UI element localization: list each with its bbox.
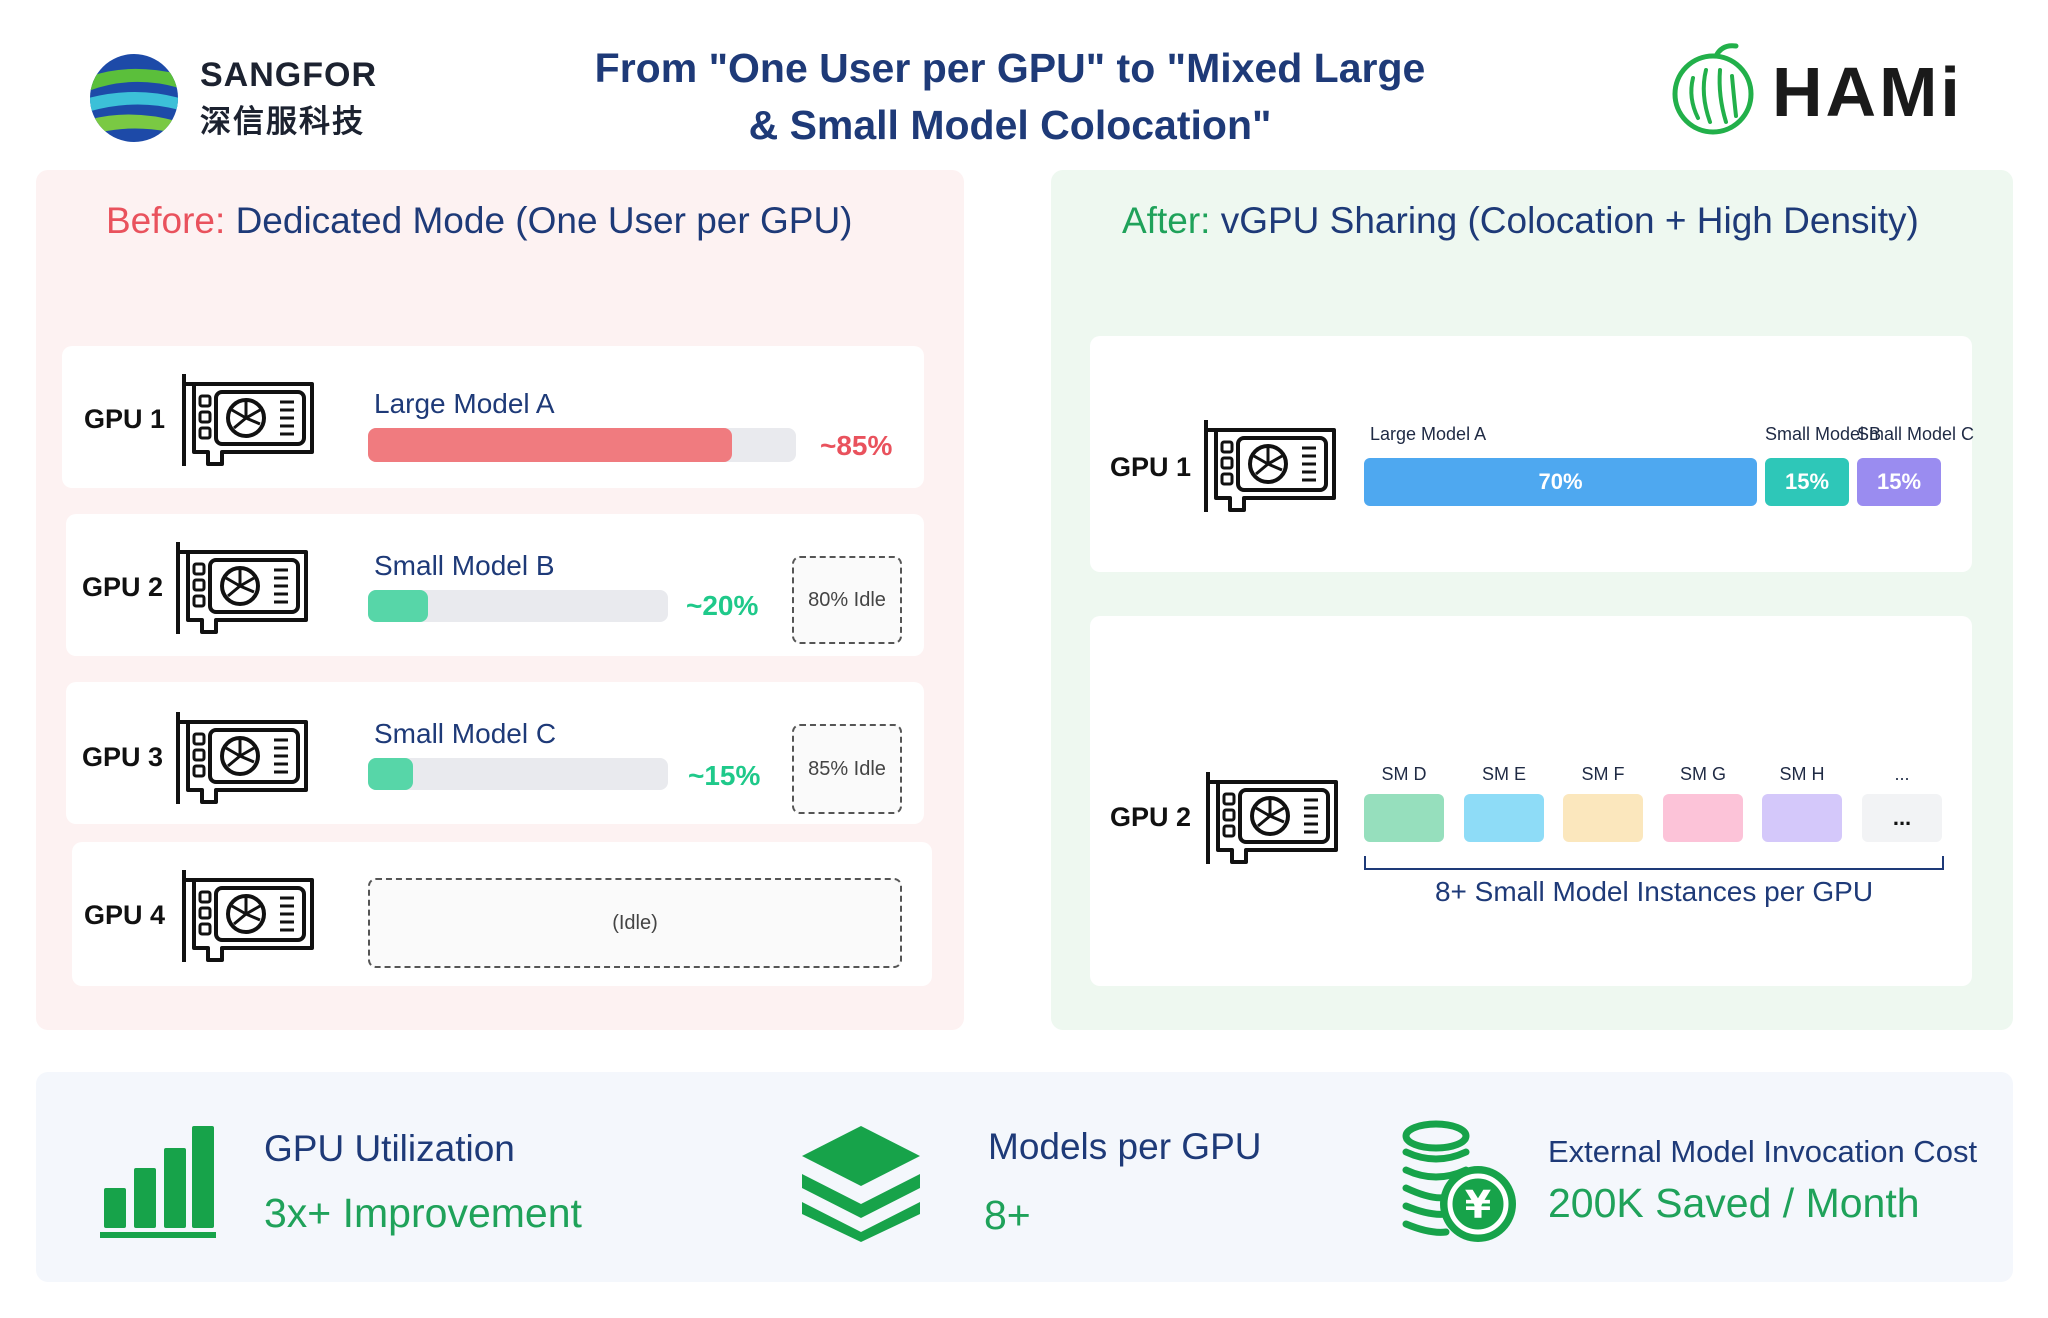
stats-bar — [36, 1072, 2013, 1282]
after-heading: After: vGPU Sharing (Colocation + High D… — [1122, 200, 1919, 242]
instance-label: SM H — [1779, 764, 1825, 784]
instance-label: SM G — [1679, 764, 1726, 784]
instance-block: ... — [1862, 794, 1942, 842]
idle-indicator-3: 85% Idle — [792, 724, 902, 814]
sangfor-logo — [86, 50, 182, 146]
gpu-card-icon — [1200, 416, 1340, 521]
instances-bracket — [1364, 856, 1944, 870]
instance-label: SM D — [1381, 764, 1427, 784]
gpu-card-icon — [172, 538, 312, 643]
gpu-card-icon — [172, 708, 312, 813]
hami-melon-icon — [1672, 43, 1754, 135]
utilization-fill-3 — [368, 758, 413, 790]
coins-yen-icon: ¥ — [1400, 1120, 1526, 1251]
before-heading-text: Dedicated Mode (One User per GPU) — [225, 200, 853, 241]
sangfor-globe-icon — [90, 54, 178, 142]
gpu-label: GPU 1 — [1110, 452, 1192, 482]
title-line-2: & Small Model Colocation" — [748, 102, 1272, 148]
gpu-card-svg — [176, 542, 308, 634]
utilization-pct-1: ~85% — [820, 430, 893, 461]
instance-block — [1762, 794, 1842, 842]
title-line-1: From "One User per GPU" to "Mixed Large — [594, 45, 1426, 91]
stat-value: 3x+ Improvement — [264, 1190, 582, 1236]
stat-title: External Model Invocation Cost — [1548, 1134, 1978, 1169]
before-heading: Before: Dedicated Mode (One User per GPU… — [106, 200, 853, 242]
after-heading-text: vGPU Sharing (Colocation + High Density) — [1210, 200, 1919, 241]
utilization-pct-3: ~15% — [688, 760, 761, 791]
gpu-card-svg — [176, 712, 308, 804]
before-gpu-card-1 — [62, 346, 924, 488]
instance-label: SM E — [1481, 764, 1526, 784]
instances-caption: 8+ Small Model Instances per GPU — [1434, 876, 1874, 907]
segment-label: Small Model B — [1765, 424, 1882, 444]
instance-label: SM F — [1581, 764, 1625, 784]
utilization-pct-2: ~20% — [686, 590, 759, 621]
idle-indicator-4: (Idle) — [368, 878, 902, 968]
instance-block — [1563, 794, 1643, 842]
gpu-label: GPU 2 — [82, 572, 164, 602]
instance-block — [1464, 794, 1544, 842]
brand-name-cn: 深信服科技 — [200, 104, 365, 139]
gpu-card-svg — [182, 870, 314, 962]
gpu-card-svg — [182, 374, 314, 466]
brand-name-en: SANGFOR — [200, 56, 377, 94]
gpu-label: GPU 4 — [84, 900, 166, 930]
gpu-card-icon — [178, 866, 318, 971]
idle-indicator-2: 80% Idle — [792, 556, 902, 644]
gpu-card-svg — [1204, 420, 1336, 512]
utilization-bar-1 — [368, 428, 796, 462]
segment-label: Large Model A — [1370, 424, 1487, 444]
vgpu-segments: Large Model A 70% Small Model B 15% Small Mo… — [1364, 424, 1974, 508]
stat-title: Models per GPU — [988, 1126, 1262, 1167]
segment-label: Small Model C — [1857, 424, 1975, 444]
small-model-instances: SM D SM E SM F SM G SM H...... — [1364, 764, 1944, 844]
segment-bar: 70% — [1364, 458, 1757, 506]
gpu-label: GPU 3 — [82, 742, 164, 772]
segment-bar: 15% — [1765, 458, 1849, 506]
instance-block — [1364, 794, 1444, 842]
svg-text:¥: ¥ — [1465, 1183, 1491, 1227]
gpu-card-icon — [1202, 768, 1342, 873]
after-heading-prefix: After: — [1122, 200, 1211, 241]
gpu-card-icon — [178, 370, 318, 475]
stat-title: GPU Utilization — [264, 1128, 515, 1169]
utilization-fill-2 — [368, 590, 428, 622]
gpu-label: GPU 2 — [1110, 802, 1192, 832]
bar-chart-icon — [98, 1122, 218, 1247]
model-label: Small Model B — [374, 550, 555, 581]
instance-label: ... — [1894, 764, 1910, 784]
segment-bar: 15% — [1857, 458, 1941, 506]
instance-block — [1663, 794, 1743, 842]
hami-logo — [1668, 38, 1758, 138]
stat-value: 200K Saved / Month — [1548, 1180, 1920, 1226]
utilization-bar-2 — [368, 590, 668, 622]
partner-name: HAMi — [1772, 53, 1963, 131]
gpu-card-svg — [1206, 772, 1338, 864]
utilization-bar-3 — [368, 758, 668, 790]
gpu-label: GPU 1 — [84, 404, 166, 434]
stat-value: 8+ — [984, 1192, 1031, 1238]
page-title: From "One User per GPU" to "Mixed Large … — [560, 40, 1460, 154]
model-label: Large Model A — [374, 388, 555, 419]
utilization-fill-1 — [368, 428, 732, 462]
layers-icon — [798, 1122, 924, 1249]
before-heading-prefix: Before: — [106, 200, 226, 241]
model-label: Small Model C — [374, 718, 557, 749]
